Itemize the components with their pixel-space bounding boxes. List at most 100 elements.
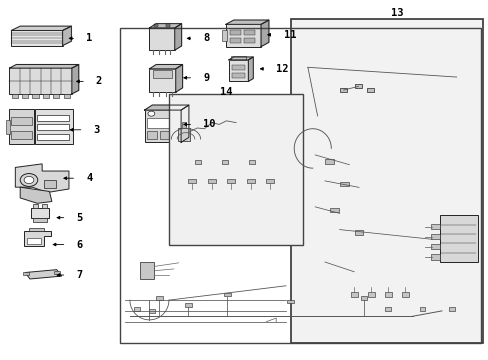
Bar — [27, 238, 41, 244]
Bar — [33, 219, 47, 222]
Bar — [354, 85, 361, 89]
Bar — [120, 28, 480, 343]
Bar — [166, 25, 170, 27]
Bar — [11, 117, 32, 125]
Text: 3: 3 — [93, 125, 100, 135]
Bar — [266, 179, 274, 184]
Bar — [401, 292, 408, 297]
Bar — [366, 88, 373, 92]
Polygon shape — [144, 105, 188, 110]
Bar — [448, 307, 454, 311]
Bar — [195, 160, 201, 163]
Text: 14: 14 — [220, 87, 232, 97]
Bar — [360, 296, 366, 300]
Circle shape — [148, 111, 155, 116]
Bar — [207, 179, 215, 184]
Bar — [385, 307, 390, 311]
Bar — [156, 296, 162, 300]
Bar — [37, 134, 69, 140]
Bar — [22, 94, 28, 98]
Circle shape — [20, 174, 38, 186]
Bar — [160, 131, 169, 139]
Text: 7: 7 — [76, 270, 82, 280]
Polygon shape — [149, 24, 181, 28]
Bar — [430, 254, 439, 260]
Bar — [54, 271, 60, 274]
Bar — [12, 94, 18, 98]
Polygon shape — [228, 57, 253, 60]
Bar — [32, 94, 39, 98]
Polygon shape — [20, 187, 52, 203]
Bar — [144, 110, 181, 142]
Bar — [188, 179, 196, 184]
Bar — [154, 24, 158, 26]
Polygon shape — [248, 57, 253, 81]
Polygon shape — [24, 231, 51, 246]
Text: 1: 1 — [86, 33, 92, 43]
Bar — [229, 30, 240, 35]
Bar — [33, 204, 38, 208]
Text: 10: 10 — [203, 120, 215, 129]
Bar — [430, 234, 439, 239]
Bar — [228, 60, 248, 81]
Polygon shape — [174, 24, 181, 50]
Polygon shape — [181, 105, 188, 142]
Bar — [350, 292, 357, 297]
Polygon shape — [9, 64, 79, 68]
Circle shape — [170, 111, 177, 116]
Bar — [149, 69, 175, 92]
Bar — [53, 94, 59, 98]
Bar — [147, 131, 157, 139]
Bar — [222, 160, 227, 163]
Bar — [63, 94, 70, 98]
Polygon shape — [225, 20, 268, 24]
Bar — [419, 307, 425, 311]
Bar — [287, 300, 294, 303]
Text: 8: 8 — [203, 33, 209, 43]
Bar — [354, 230, 363, 235]
Bar — [37, 115, 69, 121]
Bar — [229, 38, 240, 43]
Bar — [177, 128, 189, 140]
Bar — [231, 56, 245, 60]
Polygon shape — [11, 26, 71, 31]
Bar — [367, 292, 374, 297]
Bar — [181, 122, 186, 128]
Bar — [246, 179, 254, 184]
Bar — [439, 215, 477, 262]
Bar — [149, 309, 155, 313]
Bar — [384, 292, 391, 297]
Circle shape — [24, 176, 34, 184]
Bar — [23, 272, 29, 275]
Bar — [140, 262, 154, 279]
Bar — [166, 24, 170, 26]
Text: 2: 2 — [96, 76, 102, 86]
Text: 4: 4 — [86, 173, 92, 183]
Text: 9: 9 — [203, 73, 209, 83]
Bar — [37, 125, 69, 130]
Bar — [153, 70, 171, 78]
Bar — [248, 160, 254, 163]
Bar — [154, 25, 158, 27]
Bar — [225, 24, 261, 46]
Bar — [430, 224, 439, 229]
Bar — [29, 228, 43, 231]
Bar — [9, 109, 34, 144]
Bar — [134, 307, 140, 311]
Bar — [231, 73, 245, 78]
Bar — [290, 19, 483, 343]
Bar — [41, 204, 46, 208]
Bar — [43, 180, 56, 188]
Bar — [31, 208, 49, 219]
Polygon shape — [15, 164, 69, 193]
Bar — [35, 109, 73, 144]
Polygon shape — [25, 270, 61, 279]
Polygon shape — [175, 64, 182, 92]
Bar — [184, 303, 191, 307]
Text: 11: 11 — [283, 30, 295, 40]
Bar — [430, 244, 439, 249]
Bar — [244, 38, 255, 43]
Bar — [224, 293, 230, 296]
Bar — [9, 68, 72, 94]
Bar — [11, 31, 62, 45]
